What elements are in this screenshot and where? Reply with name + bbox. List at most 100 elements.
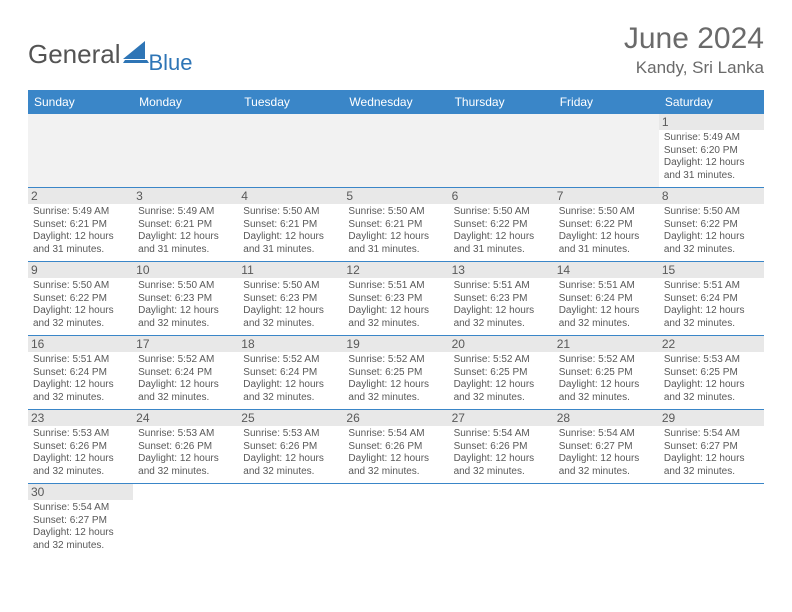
- info-line: Sunset: 6:26 PM: [138, 441, 233, 454]
- calendar-cell: 18Sunrise: 5:52 AMSunset: 6:24 PMDayligh…: [238, 336, 343, 409]
- info-line: Sunset: 6:24 PM: [664, 293, 759, 306]
- day-number: 16: [28, 336, 133, 352]
- day-info: Sunrise: 5:53 AMSunset: 6:25 PMDaylight:…: [664, 354, 759, 404]
- day-number: 26: [343, 410, 448, 426]
- calendar-cell: [28, 114, 133, 187]
- day-info: Sunrise: 5:52 AMSunset: 6:24 PMDaylight:…: [243, 354, 338, 404]
- info-line: Sunset: 6:22 PM: [454, 219, 549, 232]
- calendar-week: 16Sunrise: 5:51 AMSunset: 6:24 PMDayligh…: [28, 336, 764, 410]
- calendar-cell: 29Sunrise: 5:54 AMSunset: 6:27 PMDayligh…: [659, 410, 764, 483]
- info-line: Daylight: 12 hours: [348, 305, 443, 318]
- calendar-cell: [659, 484, 764, 557]
- day-number: 7: [554, 188, 659, 204]
- info-line: Sunset: 6:24 PM: [243, 367, 338, 380]
- calendar-cell: [133, 114, 238, 187]
- info-line: Sunrise: 5:54 AM: [348, 428, 443, 441]
- info-line: Daylight: 12 hours: [138, 379, 233, 392]
- info-line: Sunrise: 5:50 AM: [33, 280, 128, 293]
- info-line: Sunrise: 5:49 AM: [664, 132, 759, 145]
- day-number: 15: [659, 262, 764, 278]
- day-info: Sunrise: 5:51 AMSunset: 6:23 PMDaylight:…: [348, 280, 443, 330]
- calendar-cell: 20Sunrise: 5:52 AMSunset: 6:25 PMDayligh…: [449, 336, 554, 409]
- info-line: Daylight: 12 hours: [454, 305, 549, 318]
- info-line: Sunset: 6:27 PM: [559, 441, 654, 454]
- day-number: 9: [28, 262, 133, 278]
- calendar-cell: 24Sunrise: 5:53 AMSunset: 6:26 PMDayligh…: [133, 410, 238, 483]
- calendar-cell: 3Sunrise: 5:49 AMSunset: 6:21 PMDaylight…: [133, 188, 238, 261]
- info-line: and 31 minutes.: [138, 244, 233, 257]
- info-line: Sunrise: 5:51 AM: [454, 280, 549, 293]
- calendar-week: 1Sunrise: 5:49 AMSunset: 6:20 PMDaylight…: [28, 114, 764, 188]
- info-line: Daylight: 12 hours: [559, 379, 654, 392]
- day-number: 6: [449, 188, 554, 204]
- info-line: and 32 minutes.: [33, 318, 128, 331]
- day-number: 29: [659, 410, 764, 426]
- day-info: Sunrise: 5:54 AMSunset: 6:26 PMDaylight:…: [454, 428, 549, 478]
- day-info: Sunrise: 5:52 AMSunset: 6:25 PMDaylight:…: [559, 354, 654, 404]
- logo-text-general: General: [28, 39, 121, 70]
- info-line: and 31 minutes.: [559, 244, 654, 257]
- info-line: Sunset: 6:22 PM: [559, 219, 654, 232]
- day-info: Sunrise: 5:53 AMSunset: 6:26 PMDaylight:…: [33, 428, 128, 478]
- location-label: Kandy, Sri Lanka: [624, 58, 764, 78]
- info-line: Daylight: 12 hours: [664, 453, 759, 466]
- dow-friday: Friday: [554, 90, 659, 114]
- day-info: Sunrise: 5:52 AMSunset: 6:25 PMDaylight:…: [348, 354, 443, 404]
- info-line: and 32 minutes.: [33, 466, 128, 479]
- calendar-cell: 19Sunrise: 5:52 AMSunset: 6:25 PMDayligh…: [343, 336, 448, 409]
- info-line: Sunrise: 5:51 AM: [664, 280, 759, 293]
- calendar-cell: 15 Sunrise: 5:51 AMSunset: 6:24 PMDayligh…: [659, 262, 764, 335]
- info-line: and 32 minutes.: [33, 540, 128, 553]
- calendar-cell: 11Sunrise: 5:50 AMSunset: 6:23 PMDayligh…: [238, 262, 343, 335]
- day-number: 27: [449, 410, 554, 426]
- calendar-cell: [133, 484, 238, 557]
- calendar-cell: 22 Sunrise: 5:53 AMSunset: 6:25 PMDayligh…: [659, 336, 764, 409]
- info-line: Sunset: 6:23 PM: [348, 293, 443, 306]
- info-line: and 32 minutes.: [664, 244, 759, 257]
- calendar-cell: [554, 484, 659, 557]
- calendar-cell: 13Sunrise: 5:51 AMSunset: 6:23 PMDayligh…: [449, 262, 554, 335]
- info-line: Daylight: 12 hours: [454, 453, 549, 466]
- day-number: 22: [659, 336, 764, 352]
- info-line: and 32 minutes.: [138, 318, 233, 331]
- info-line: and 32 minutes.: [664, 318, 759, 331]
- info-line: and 32 minutes.: [243, 392, 338, 405]
- day-info: Sunrise: 5:50 AMSunset: 6:22 PMDaylight:…: [33, 280, 128, 330]
- info-line: Sunrise: 5:50 AM: [454, 206, 549, 219]
- day-info: Sunrise: 5:50 AMSunset: 6:22 PMDaylight:…: [454, 206, 549, 256]
- day-number: 17: [133, 336, 238, 352]
- day-number: 4: [238, 188, 343, 204]
- info-line: Sunrise: 5:52 AM: [138, 354, 233, 367]
- calendar-cell: [449, 114, 554, 187]
- info-line: and 32 minutes.: [348, 318, 443, 331]
- info-line: Sunrise: 5:53 AM: [138, 428, 233, 441]
- day-number: 30: [28, 484, 133, 500]
- calendar-cell: 17Sunrise: 5:52 AMSunset: 6:24 PMDayligh…: [133, 336, 238, 409]
- calendar-cell: [343, 114, 448, 187]
- calendar-cell: 27 Sunrise: 5:54 AMSunset: 6:26 PMDayligh…: [449, 410, 554, 483]
- info-line: and 32 minutes.: [559, 466, 654, 479]
- logo: General Blue: [28, 32, 193, 76]
- day-info: Sunrise: 5:50 AMSunset: 6:22 PMDaylight:…: [559, 206, 654, 256]
- calendar-cell: 30Sunrise: 5:54 AMSunset: 6:27 PMDayligh…: [28, 484, 133, 557]
- info-line: Daylight: 12 hours: [33, 231, 128, 244]
- info-line: and 31 minutes.: [348, 244, 443, 257]
- info-line: Sunrise: 5:52 AM: [243, 354, 338, 367]
- info-line: Daylight: 12 hours: [348, 379, 443, 392]
- info-line: Sunset: 6:25 PM: [559, 367, 654, 380]
- calendar-cell: 4Sunrise: 5:50 AMSunset: 6:21 PMDaylight…: [238, 188, 343, 261]
- info-line: Sunset: 6:25 PM: [348, 367, 443, 380]
- day-info: Sunrise: 5:54 AMSunset: 6:26 PMDaylight:…: [348, 428, 443, 478]
- day-info: Sunrise: 5:53 AMSunset: 6:26 PMDaylight:…: [243, 428, 338, 478]
- calendar-cell: [343, 484, 448, 557]
- info-line: and 32 minutes.: [348, 392, 443, 405]
- day-info: Sunrise: 5:51 AMSunset: 6:24 PMDaylight:…: [559, 280, 654, 330]
- day-info: Sunrise: 5:51 AMSunset: 6:24 PMDaylight:…: [664, 280, 759, 330]
- info-line: Sunrise: 5:50 AM: [138, 280, 233, 293]
- day-info: Sunrise: 5:49 AMSunset: 6:21 PMDaylight:…: [33, 206, 128, 256]
- dow-wednesday: Wednesday: [343, 90, 448, 114]
- info-line: Sunrise: 5:53 AM: [664, 354, 759, 367]
- info-line: Daylight: 12 hours: [664, 379, 759, 392]
- info-line: and 31 minutes.: [33, 244, 128, 257]
- day-info: Sunrise: 5:50 AMSunset: 6:23 PMDaylight:…: [243, 280, 338, 330]
